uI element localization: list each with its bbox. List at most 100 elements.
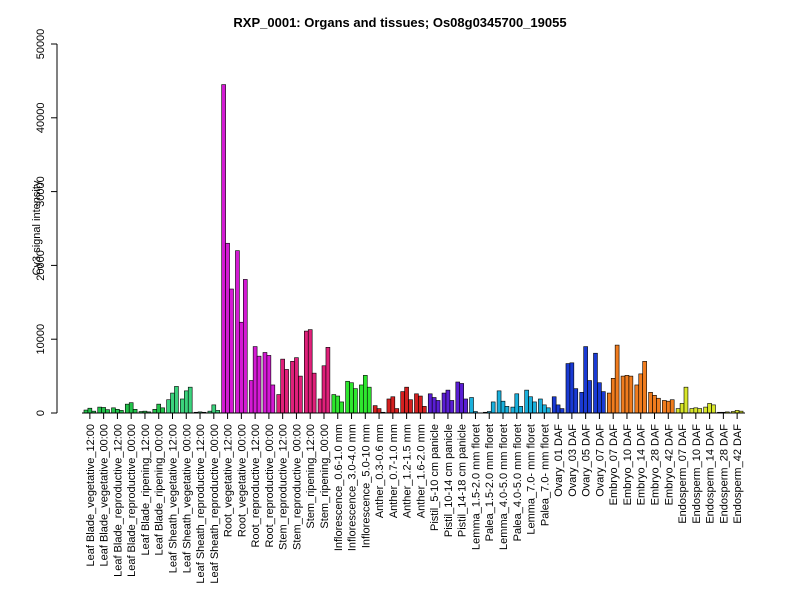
bar [248,380,254,414]
bar [298,375,303,414]
x-tick-label: Embryo_10 DAF [622,424,634,506]
bar [262,352,268,414]
y-tick-label: 50000 [35,29,47,60]
x-tick-label: Root_vegetative_12:00 [223,424,235,537]
bar [128,402,134,414]
x-tick-label: Endosperm_28 DAF [718,424,730,524]
bar [565,363,571,414]
bar [111,407,116,414]
x-tick-label: Lemma_4.0-5.0 mm floret [498,424,510,550]
bar [243,279,248,414]
bar [321,365,327,414]
x-tick-label: Leaf Blade_vegetative_12:00 [85,424,97,567]
bar [87,407,93,414]
bar [363,375,368,414]
bar [252,346,258,414]
bar [229,288,234,414]
y-tick-label: 40000 [35,103,47,134]
bar [583,346,588,414]
bar [304,330,309,414]
x-tick-label: Anther_1.6-2.0 mm [415,424,427,518]
bar [284,369,289,414]
bar [662,400,667,414]
bar [624,375,630,414]
bar [211,404,217,414]
x-tick-label: Ovary_07 DAF [594,424,606,497]
x-tick-label: Endosperm_10 DAF [691,424,703,524]
bar [187,386,193,414]
bar [124,403,130,414]
bar [180,398,185,414]
bar [256,355,262,414]
x-tick-label: Palea_7.0- mm floret [539,424,551,526]
x-tick-label: Pistil_14-18 cm panicle [457,424,469,537]
bar [638,373,643,414]
x-tick-label: Embryo_42 DAF [663,424,675,506]
y-tick-label: 0 [35,410,47,416]
chart-title: RXP_0001: Organs and tissues; Os08g03457… [233,15,566,30]
bar [160,407,165,414]
bar [408,399,413,414]
bar [97,406,102,414]
bar [669,399,675,414]
x-tick-label: Root_reproductive_00:00 [264,424,276,548]
bar [514,393,520,414]
bar [538,398,543,414]
bar [404,386,409,414]
bar [325,347,331,414]
bar [510,406,516,414]
bar [372,405,378,414]
bar [445,389,451,414]
bar [359,384,364,414]
bar [266,355,272,414]
x-tick-label: Endosperm_42 DAF [732,424,744,524]
bar [579,392,584,414]
bar [166,399,171,414]
bar [697,408,703,414]
bar [707,403,712,414]
x-tick-label: Inflorescence_5.0-10 mm [360,424,372,548]
bar [628,375,634,414]
x-tick-label: Anther_0.3-0.6 mm [374,424,386,518]
bar [569,362,575,414]
bar [170,392,175,414]
bar [559,408,565,414]
x-tick-label: Lemma_1.5-2.0 mm floret [470,424,482,550]
bar [317,398,323,414]
bar [132,409,138,414]
bar [703,406,708,414]
y-tick-label: 10000 [35,324,47,355]
y-axis: 0 10000 20000 30000 40000 50000 [35,29,58,416]
bar [601,391,606,414]
x-tick-label: Ovary_03 DAF [567,424,579,497]
bar [518,406,523,414]
bar [235,250,240,414]
bar [400,391,405,414]
x-tick-label: Palea_4.0-5.0 mm floret [512,424,524,541]
bar [427,393,433,414]
bar [335,395,341,414]
x-tick-label: Lemma_7.0- mm floret [526,424,538,535]
bar [290,361,295,414]
bar [418,395,423,414]
x-tick-label: Anther_1.2-1.5 mm [402,424,414,518]
bar [366,386,372,414]
x-tick-label: Leaf Blade_ripening_00:00 [154,424,166,556]
bar [101,407,106,414]
bar [597,382,602,414]
x-tick-label: Root_vegetative_00:00 [236,424,248,537]
bar [656,397,661,414]
x-tick-label: Leaf Blade_reproductive_00:00 [126,424,138,577]
bar [394,408,400,414]
bar [524,389,529,414]
bar [435,400,441,414]
x-tick-label: Stem_reproductive_12:00 [278,424,290,550]
x-tick-label: Embryo_14 DAF [636,424,648,506]
bar [593,352,598,414]
bar [679,403,685,414]
bar [652,394,657,414]
bar [463,398,468,414]
bar [353,388,358,414]
y-tick-label: 20000 [35,250,47,281]
bar [386,398,392,414]
